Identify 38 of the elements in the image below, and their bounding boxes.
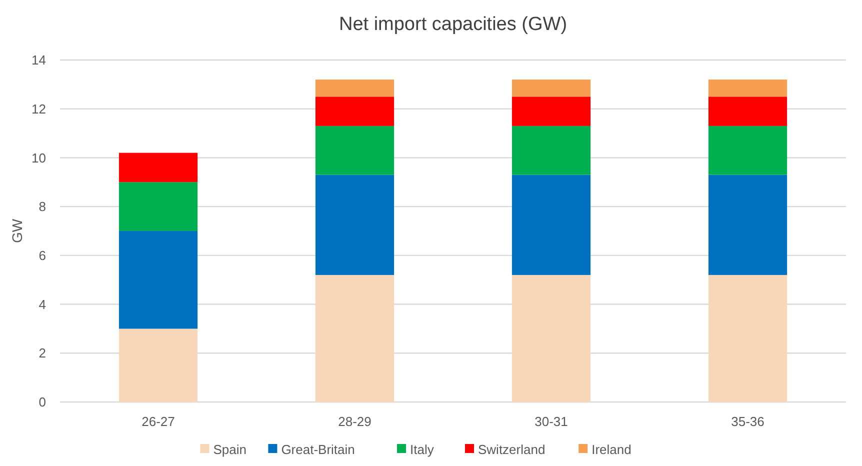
y-tick-label: 8 [38, 199, 46, 214]
y-axis-title: GW [9, 218, 25, 244]
bar [118, 231, 198, 329]
legend-label: Switzerland [478, 442, 546, 457]
bar [118, 182, 198, 231]
bar [315, 96, 394, 126]
bar [708, 126, 788, 175]
bar [118, 328, 198, 402]
y-tick-label: 2 [38, 346, 46, 361]
bar [512, 80, 591, 97]
y-tick-label: 12 [32, 101, 46, 116]
y-tick-label: 4 [38, 296, 46, 312]
bar [315, 80, 394, 97]
bar [315, 274, 394, 402]
x-tick-label: 26-27 [142, 414, 175, 429]
bar [315, 174, 394, 275]
bar [708, 274, 788, 402]
bar [512, 96, 591, 126]
legend-label: Ireland [592, 442, 632, 457]
x-tick-label: 28-29 [338, 414, 372, 429]
x-tick-label: 30-31 [534, 414, 568, 429]
x-tick-label: 35-36 [731, 414, 764, 429]
bar [315, 126, 394, 175]
bar [708, 96, 788, 126]
legend-label: Great-Britain [281, 442, 355, 457]
y-tick-label: 0 [38, 394, 46, 410]
y-tick-label: 6 [38, 248, 46, 263]
bar [708, 80, 788, 97]
y-tick-label: 10 [32, 150, 46, 166]
bar [512, 174, 591, 275]
bar [708, 174, 788, 275]
legend-label: Italy [410, 442, 434, 457]
bar [118, 152, 198, 182]
legend-label: Spain [213, 442, 246, 457]
bar [512, 126, 591, 175]
chart-title: Net import capacities (GW) [338, 14, 568, 35]
bar [512, 274, 591, 402]
y-tick-label: 14 [32, 52, 46, 68]
